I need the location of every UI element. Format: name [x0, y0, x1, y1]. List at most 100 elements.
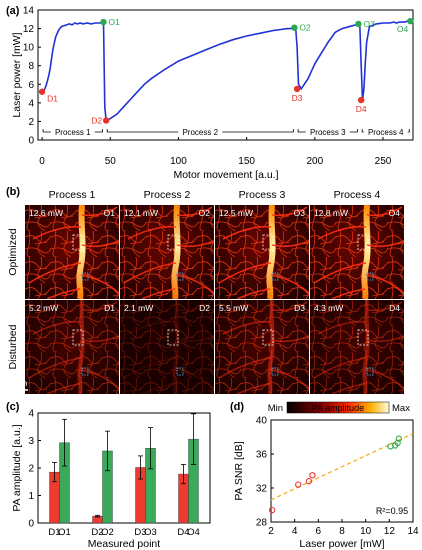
process-label: Process 1: [55, 128, 91, 137]
point-label-o2: O2: [299, 23, 311, 33]
branch-vessel: [366, 206, 403, 217]
panel-d-y-label: PA SNR [dB]: [233, 441, 245, 500]
main-vessel: [361, 205, 371, 299]
tile-power-label: 4.3 mW: [314, 303, 343, 313]
measurement-points: D1 O1 D2 O2 D3 O3 D4 O4: [38, 17, 414, 126]
point-label-d4: D4: [356, 104, 367, 114]
y-tick-label: 0: [28, 136, 34, 147]
branch-vessel: [313, 262, 367, 284]
pa-image-tile: 12.1 mW O2: [120, 205, 214, 299]
point-label-d2: D2: [91, 116, 102, 126]
disturbed-point: [309, 472, 316, 479]
tile-capillaries: [215, 300, 309, 394]
tile-capillaries: [25, 300, 119, 394]
panel-a: (a) 0 2 4 6 8 10 12 14 0 50 100 150 200 250 Process …: [6, 5, 414, 181]
branch-vessel: [141, 383, 176, 394]
panel-a-x-axis: 0 50 100 150 200 250: [39, 137, 392, 167]
colorbar-gradient: [286, 401, 390, 414]
branch-vessel: [270, 369, 309, 389]
x-tick-label: D4: [177, 527, 189, 538]
pa-amplitude-bars: [49, 413, 199, 524]
y-tick-label: 1: [28, 491, 34, 502]
tile-tag-label: D3: [294, 303, 305, 313]
panel-c-x-label: Measured point: [88, 538, 160, 550]
branch-vessel: [365, 369, 404, 389]
tile-capillaries: [310, 205, 404, 299]
column-header: Process 3: [239, 189, 286, 201]
branch-vessel: [81, 335, 119, 343]
tile-content: [215, 300, 309, 394]
column-header: Process 1: [49, 189, 96, 201]
branch-vessel: [46, 383, 81, 394]
process-column-headers: Process 1 Process 2 Process 3 Process 4: [49, 189, 381, 201]
pa-image-tile: 4.3 mW D4: [310, 300, 404, 394]
x-tick-label: 100: [170, 156, 187, 167]
branch-vessel: [176, 301, 213, 312]
point-label-o3: O3: [363, 19, 375, 29]
noise-roi: [81, 367, 89, 376]
noise-roi: [271, 367, 279, 376]
x-tick-label: 4: [292, 526, 298, 537]
noise-roi: [366, 367, 374, 376]
branch-vessel: [46, 288, 81, 299]
x-tick-label: 6: [316, 526, 322, 537]
branch-vessel: [28, 357, 82, 379]
colorbar: Min PA amplitude Max: [268, 401, 410, 414]
signal-roi: [72, 329, 84, 346]
disturbed-point: [305, 478, 313, 485]
y-tick-label: 40: [256, 416, 268, 427]
column-header: Process 4: [334, 189, 381, 201]
row-header: Disturbed: [7, 324, 19, 369]
x-tick-label: 0: [39, 156, 45, 167]
branch-vessel: [127, 320, 177, 335]
signal-roi: [72, 234, 84, 251]
y-tick-label: 36: [256, 450, 268, 461]
branch-vessel: [222, 320, 272, 335]
panel-c-y-axis: 0 1 2 3 4: [28, 409, 41, 530]
y-tick-label: 12: [23, 24, 35, 35]
tile-tag-label: D4: [389, 303, 400, 313]
branch-vessel: [176, 240, 214, 248]
column-header: Process 2: [144, 189, 191, 201]
noise-roi: [81, 272, 89, 281]
x-tick-label: D1: [48, 527, 60, 538]
tile-content: [215, 205, 309, 299]
branch-vessel: [218, 262, 272, 284]
y-tick-label: 4: [28, 409, 34, 420]
branch-vessel: [81, 206, 118, 217]
branch-vessel: [175, 369, 214, 389]
pa-image-grid: 12.6 mW O1 12.1 mW O2 12.5 mW O3 12.8 mW O4 5.2 …: [25, 205, 404, 394]
tile-capillaries: [310, 300, 404, 394]
branch-vessel: [28, 262, 82, 284]
pa-image-tile: 12.5 mW O3: [215, 205, 309, 299]
point-label-o4: O4: [397, 24, 409, 34]
branch-vessel: [222, 225, 272, 240]
main-vessel: [362, 300, 370, 394]
tile-tag-label: O2: [199, 208, 211, 218]
process-label-bg: [305, 127, 350, 136]
tile-content: [25, 300, 119, 394]
main-vessel: [76, 205, 86, 299]
y-tick-label: 0: [28, 519, 34, 530]
process-label: Process 2: [182, 128, 218, 137]
tile-tag-label: D1: [104, 303, 115, 313]
branch-vessel: [32, 225, 82, 240]
branch-vessel: [176, 335, 214, 343]
y-tick-label: 3: [28, 436, 34, 447]
tile-tag-label: O4: [389, 208, 401, 218]
tile-content: [25, 205, 119, 299]
tile-content: [120, 300, 214, 394]
tile-content: [310, 205, 404, 299]
point-label-o1: O1: [108, 17, 120, 27]
y-tick-label: 6: [28, 80, 34, 91]
y-tick-label: 14: [23, 6, 35, 17]
tile-capillaries: [25, 205, 119, 299]
main-vessel: [267, 300, 275, 394]
signal-roi: [357, 329, 369, 346]
point-o1: [100, 18, 107, 26]
branch-vessel: [236, 383, 271, 394]
point-d4: [357, 96, 365, 104]
y-tick-label: 4: [28, 98, 34, 109]
x-tick-label: 250: [375, 156, 392, 167]
